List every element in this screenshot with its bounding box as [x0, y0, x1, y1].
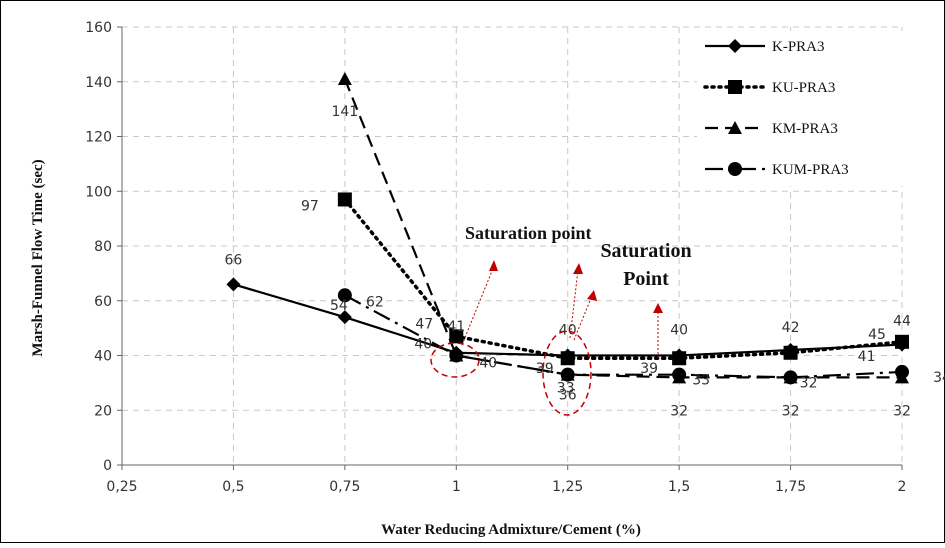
- y-tick-label: 160: [85, 20, 112, 36]
- data-label: 39: [640, 361, 658, 377]
- series-line: [343, 78, 902, 379]
- data-point: [560, 367, 575, 382]
- y-tick-label: 100: [85, 184, 112, 200]
- x-tick-label: 1,5: [668, 479, 690, 495]
- legend-swatch-marker: [728, 39, 742, 53]
- data-label: 40: [479, 356, 497, 372]
- annotation-saturation: Saturation: [600, 240, 691, 262]
- data-point: [449, 329, 464, 344]
- legend-label: KU-PRA3: [772, 80, 835, 96]
- data-label: 47: [415, 316, 433, 332]
- annotation-arrow-2: [569, 269, 579, 339]
- data-label: 41: [447, 319, 465, 335]
- data-label: 44: [893, 314, 911, 330]
- y-axis-title: Marsh-Funnel Flow Time (sec): [30, 159, 46, 356]
- data-label: 66: [225, 252, 243, 268]
- annotation-saturation-point: Saturation point: [465, 223, 592, 243]
- x-tick-labels: 0,25 0,5 0,75 1 1,25 1,5 1,75 2: [106, 479, 906, 495]
- data-point: [449, 348, 464, 363]
- data-label: 32: [670, 403, 688, 419]
- series-line: [343, 197, 904, 360]
- data-point: [672, 367, 687, 382]
- data-label: 40: [414, 337, 432, 353]
- legend: K-PRA3 KU-PRA3 KM-PRA3 KUM-PRA3: [697, 31, 912, 186]
- data-label: 42: [782, 320, 800, 336]
- data-label: 40: [670, 323, 688, 339]
- data-label: 39: [536, 361, 554, 377]
- x-tick-label: 1,25: [552, 479, 583, 495]
- data-label: 33: [692, 373, 710, 389]
- data-label: 36: [559, 387, 577, 403]
- legend-swatch-marker: [728, 121, 742, 134]
- annotations: Saturation point Saturation Point: [430, 223, 692, 416]
- saturation-ellipse-1: [430, 342, 480, 378]
- data-label: 62: [366, 294, 384, 310]
- y-tick-label: 140: [85, 75, 112, 91]
- legend-item-ku-pra3: KU-PRA3: [703, 80, 835, 96]
- legend-label: KM-PRA3: [772, 121, 838, 137]
- x-tick-label: 0,75: [329, 479, 360, 495]
- legend-box: [697, 31, 912, 186]
- series-kum-pra3: [337, 288, 909, 385]
- y-tick-labels: 0 20 40 60 80 100 120 140 160: [85, 20, 112, 474]
- data-point: [783, 345, 798, 360]
- data-point: [895, 334, 909, 349]
- saturation-ellipse-2: [542, 330, 592, 416]
- x-axis-title: Water Reducing Admixture/Cement (%): [381, 522, 641, 538]
- data-label: 41: [858, 349, 876, 365]
- x-tick-label: 0,5: [222, 479, 244, 495]
- data-label: 45: [868, 327, 886, 343]
- arrow-head-2: [573, 263, 583, 274]
- annotation-point: Point: [623, 268, 669, 290]
- data-point: [337, 192, 352, 207]
- arrow-head-4: [653, 303, 663, 313]
- data-point: [226, 277, 241, 292]
- legend-item-kum-pra3: KUM-PRA3: [705, 162, 849, 178]
- y-tick-label: 80: [94, 239, 112, 255]
- legend-swatch-marker: [728, 162, 742, 176]
- data-point: [672, 351, 687, 366]
- series-line: [344, 294, 903, 379]
- data-point: [895, 364, 909, 379]
- series-ku-pra3: [337, 192, 909, 366]
- legend-label: K-PRA3: [772, 39, 825, 55]
- data-label: 141: [331, 104, 358, 120]
- data-label: 97: [301, 198, 319, 214]
- y-tick-label: 20: [94, 403, 112, 419]
- legend-swatch-marker: [728, 80, 742, 94]
- x-tick-label: 1,75: [775, 479, 806, 495]
- arrow-head-1: [489, 260, 498, 271]
- series-group: [226, 72, 909, 385]
- data-label: 54: [330, 298, 348, 314]
- data-point: [337, 310, 352, 325]
- data-point: [783, 370, 798, 385]
- y-tick-label: 40: [94, 349, 112, 365]
- data-label: 33: [557, 381, 575, 397]
- legend-item-km-pra3: KM-PRA3: [705, 121, 838, 137]
- data-label: 34: [933, 370, 945, 386]
- data-point: [560, 351, 575, 366]
- arrow-head-3: [587, 290, 597, 301]
- axes: [117, 26, 903, 470]
- x-tick-label: 0,25: [106, 479, 137, 495]
- data-point: [337, 288, 352, 303]
- grid-lines: [122, 26, 903, 465]
- data-point: [337, 72, 352, 86]
- y-tick-label: 0: [103, 458, 112, 474]
- y-tick-label: 120: [85, 130, 112, 146]
- data-label: 40: [559, 323, 577, 339]
- data-label: 32: [800, 375, 818, 391]
- y-tick-label: 60: [94, 294, 112, 310]
- data-label: 32: [782, 403, 800, 419]
- legend-item-k-pra3: K-PRA3: [705, 39, 825, 55]
- legend-label: KUM-PRA3: [772, 162, 849, 178]
- x-tick-label: 2: [898, 479, 907, 495]
- x-tick-label: 1: [452, 479, 461, 495]
- data-label: 32: [893, 403, 911, 419]
